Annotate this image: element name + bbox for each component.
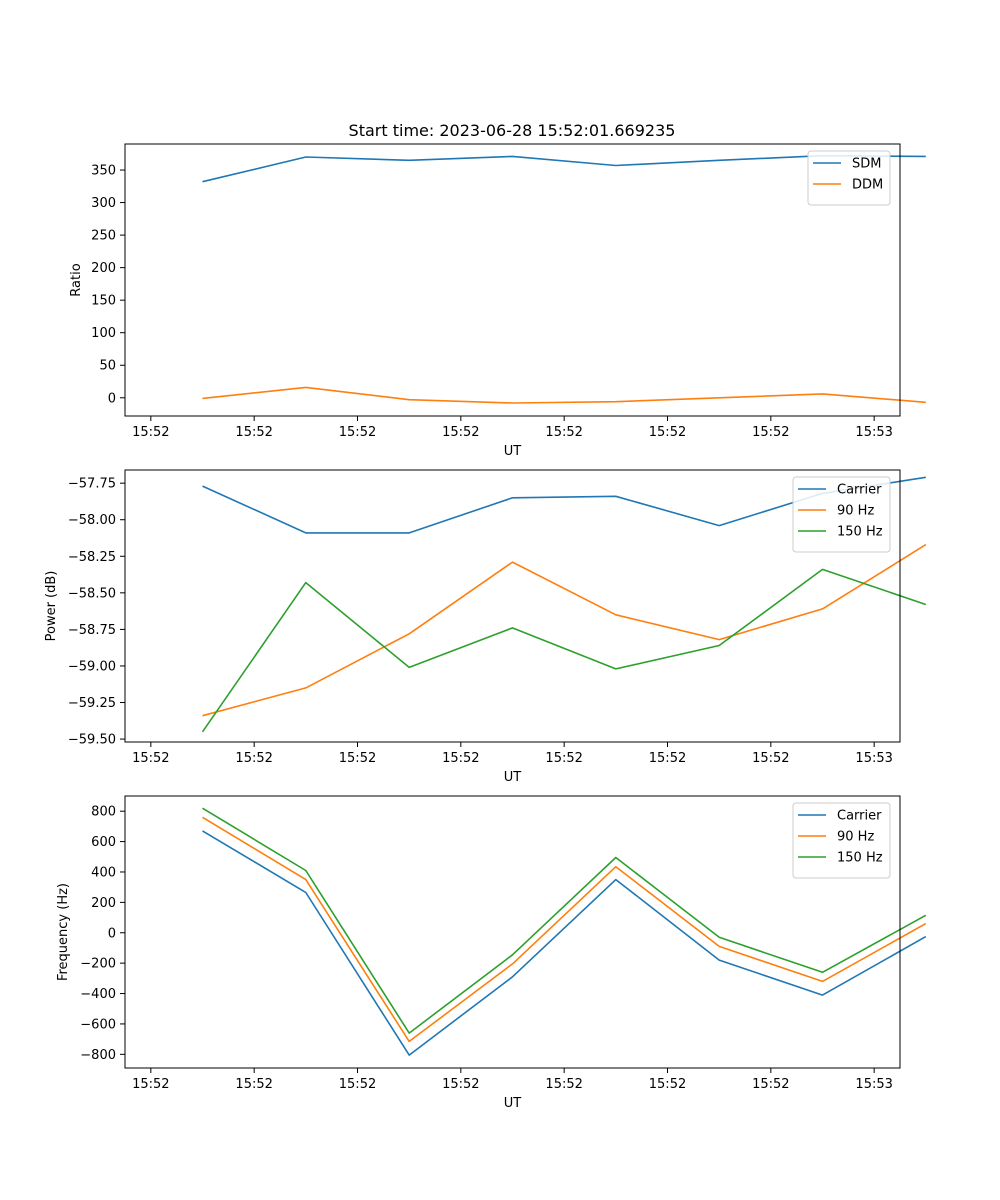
x-tick-label: 15:53: [855, 751, 892, 766]
legend-label: 90 Hz: [837, 504, 874, 519]
x-tick-label: 15:52: [545, 751, 582, 766]
y-tick-label: −57.75: [68, 477, 116, 492]
series-line-150-hz: [201, 568, 927, 733]
y-tick-label: 50: [99, 359, 116, 374]
x-tick-label: 15:52: [649, 425, 686, 440]
x-tick-label: 15:52: [235, 425, 272, 440]
chart-panel-1: 15:52 15:52 15:52 15:52 15:52 15:52 15:52 15:53…: [69, 143, 926, 459]
y-tick-label: 0: [108, 926, 116, 941]
legend-label: 90 Hz: [837, 830, 874, 845]
y-tick-label: 300: [91, 196, 116, 211]
y-tick-label: −59.25: [68, 696, 116, 711]
x-tick-label: 15:53: [855, 1077, 892, 1092]
chart-panel-2: 15:52 15:52 15:52 15:52 15:52 15:52 15:52 15:53…: [44, 469, 927, 785]
legend-box: [807, 150, 891, 206]
y-tick-label: 200: [91, 261, 116, 276]
x-tick-label: 15:52: [545, 425, 582, 440]
x-tick-label: 15:53: [855, 425, 892, 440]
legend: SDM DDM: [807, 150, 891, 206]
x-tick-label: 15:52: [752, 1077, 789, 1092]
x-tick-label: 15:52: [649, 751, 686, 766]
x-tick-label: 15:52: [649, 1077, 686, 1092]
x-tick-label: 15:52: [442, 751, 479, 766]
legend-label: Carrier: [837, 809, 882, 824]
x-tick-label: 15:52: [132, 751, 169, 766]
x-tick-label: 15:52: [132, 425, 169, 440]
x-tick-label: 15:52: [752, 751, 789, 766]
series-line-90-hz: [202, 816, 927, 1043]
legend-label: 150 Hz: [837, 851, 883, 866]
series-line-carrier: [202, 830, 927, 1056]
legend: Carrier 90 Hz 150 Hz: [792, 802, 891, 879]
x-tick-label: 15:52: [752, 425, 789, 440]
y-tick-label: −58.50: [68, 586, 116, 601]
y-tick-label: 100: [91, 326, 116, 341]
legend-label: Carrier: [837, 483, 882, 498]
x-tick-label: 15:52: [442, 425, 479, 440]
y-tick-label: −400: [80, 987, 116, 1002]
x-tick-label: 15:52: [545, 1077, 582, 1092]
legend-label: 150 Hz: [837, 525, 883, 540]
y-tick-label: −59.50: [68, 733, 116, 748]
x-tick-label: 15:52: [339, 751, 376, 766]
chart-panel-3: 15:52 15:52 15:52 15:52 15:52 15:52 15:52 15:53…: [56, 795, 927, 1111]
legend-box: [792, 802, 891, 879]
y-tick-label: −600: [80, 1017, 116, 1032]
y-tick-label: 0: [108, 391, 116, 406]
x-tick-label: 15:52: [235, 1077, 272, 1092]
y-axis-label: Ratio: [69, 263, 84, 296]
series-line-90-hz: [202, 543, 927, 717]
y-tick-label: 350: [91, 164, 116, 179]
x-axis-label: UT: [504, 1096, 522, 1111]
y-tick-label: −58.25: [68, 550, 116, 565]
plot-frame: [124, 143, 901, 417]
x-axis-label: UT: [504, 770, 522, 785]
x-tick-label: 15:52: [339, 1077, 376, 1092]
y-tick-label: −58.75: [68, 623, 116, 638]
x-tick-label: 15:52: [235, 751, 272, 766]
series-line-ddm: [202, 386, 926, 404]
y-tick-label: −59.00: [68, 659, 116, 674]
plot-frame: [124, 795, 901, 1069]
y-axis-label: Power (dB): [44, 571, 59, 642]
y-tick-label: −800: [80, 1048, 116, 1063]
legend-label: SDM: [852, 157, 881, 172]
y-tick-label: 600: [91, 835, 116, 850]
x-tick-label: 15:52: [132, 1077, 169, 1092]
y-tick-label: −58.00: [68, 513, 116, 528]
x-axis-label: UT: [504, 444, 522, 459]
y-tick-label: 800: [91, 805, 116, 820]
legend-box: [792, 476, 891, 553]
legend-label: DDM: [852, 178, 883, 193]
x-tick-label: 15:52: [339, 425, 376, 440]
y-tick-label: 150: [91, 294, 116, 309]
series-line-sdm: [202, 154, 926, 183]
figure-title: Start time: 2023-06-28 15:52:01.669235: [349, 121, 676, 140]
legend: Carrier 90 Hz 150 Hz: [792, 476, 891, 553]
plot-frame: [124, 469, 901, 743]
y-tick-label: 400: [91, 865, 116, 880]
y-tick-label: −200: [80, 957, 116, 972]
x-tick-label: 15:52: [442, 1077, 479, 1092]
y-axis-label: Frequency (Hz): [56, 883, 71, 981]
series-line-150-hz: [202, 807, 927, 1034]
y-tick-label: 250: [91, 229, 116, 244]
y-tick-label: 200: [91, 896, 116, 911]
